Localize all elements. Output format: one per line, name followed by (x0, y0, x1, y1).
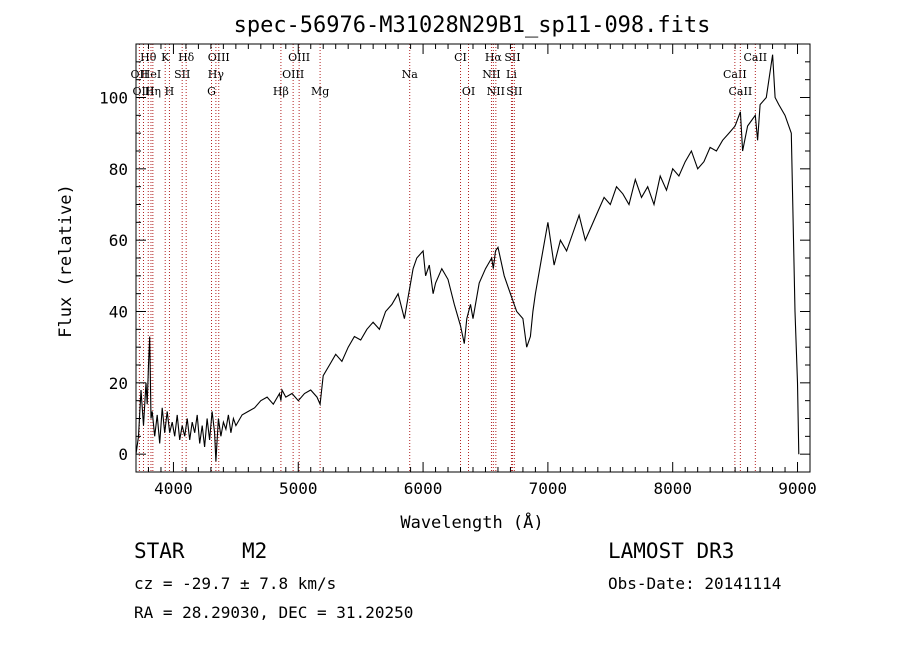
spectral-line-label: H (165, 85, 175, 98)
spectrum-series (135, 54, 800, 462)
spectral-line-label: Hβ (273, 85, 289, 98)
spectrum-line (135, 54, 800, 462)
x-tick-label: 6000 (404, 479, 443, 498)
spectral-line-label: CaII (743, 51, 767, 64)
y-axis-label: Flux (relative) (56, 184, 76, 338)
plot-axes: 4000 5000 6000 7000 8000 9000 0 20 40 60 80 100 (99, 43, 817, 498)
spectral-line-label: K (161, 51, 170, 64)
survey-name: LAMOST DR3 (608, 539, 735, 563)
x-tick-label: 9000 (778, 479, 817, 498)
object-class: STAR (134, 539, 185, 563)
spectral-line-label: Hα (485, 51, 503, 64)
x-tick-label: 4000 (154, 479, 193, 498)
spectral-line-label: Hθ (140, 51, 157, 64)
spectral-line-label: CaII (729, 85, 753, 98)
spectral-line-label: NII (482, 68, 500, 81)
y-tick-label: 100 (99, 89, 128, 108)
spectral-line-label: HeI (141, 68, 161, 81)
spectral-line-label: OI (462, 85, 475, 98)
spectral-line-label: Mg (311, 85, 329, 98)
x-tick-label: 5000 (279, 479, 318, 498)
spectral-line-label: Li (506, 68, 517, 81)
y-tick-label: 80 (109, 160, 128, 179)
spectral-line-label: Hγ (208, 68, 225, 81)
spectral-line-label: G (207, 85, 216, 98)
spectral-line-label: SII (504, 51, 520, 64)
x-tick-label: 7000 (529, 479, 568, 498)
chart-title: spec-56976-M31028N29B1_sp11-098.fits (234, 13, 711, 38)
spectral-line-label: Hδ (178, 51, 195, 64)
y-tick-label: 0 (118, 445, 128, 464)
y-tick-label: 60 (109, 231, 128, 250)
spectral-line-label: Hη (145, 85, 161, 98)
spectral-line-label: Na (402, 68, 419, 81)
redshift-readout: cz = -29.7 ± 7.8 km/s (134, 574, 337, 593)
x-tick-label: 8000 (653, 479, 692, 498)
spectral-line-label: SII (506, 85, 522, 98)
spectral-line-label: CaII (723, 68, 747, 81)
y-tick-label: 40 (109, 303, 128, 322)
spectral-line-label: CI (454, 51, 467, 64)
spectral-line-label: SII (174, 68, 190, 81)
spectral-line-label: OIII (288, 51, 310, 64)
spectral-line-label: OIII (208, 51, 230, 64)
object-subclass: M2 (242, 539, 268, 563)
spectral-line-label: OIII (132, 85, 154, 98)
spectral-line-label: OIII (282, 68, 304, 81)
plot-frame (135, 43, 811, 473)
coordinates: RA = 28.29030, DEC = 31.20250 (134, 603, 414, 622)
y-tick-label: 20 (109, 374, 128, 393)
spectral-line-label: NII (487, 85, 505, 98)
x-axis-label: Wavelength (Å) (400, 511, 543, 533)
obs-date: Obs-Date: 20141114 (608, 574, 782, 593)
